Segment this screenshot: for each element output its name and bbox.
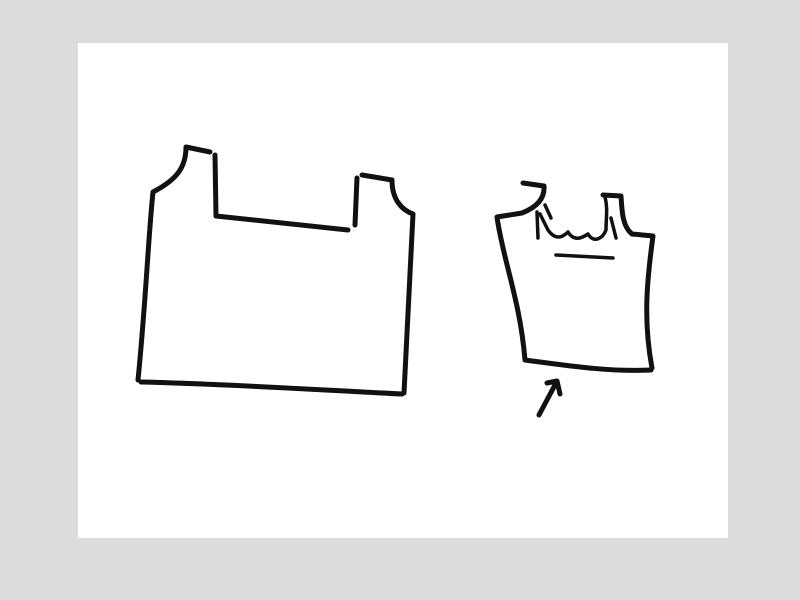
right-side-outline — [359, 172, 416, 396]
neckline-outline — [212, 152, 360, 233]
finished-tank-top-icon — [494, 180, 656, 373]
arrow-head — [544, 378, 563, 397]
paper-sheet — [78, 43, 728, 538]
arrow-up-right-icon — [536, 378, 563, 418]
small-right-side-and-strap — [600, 192, 656, 371]
arrow-shaft — [536, 380, 559, 418]
unfinished-tank-top-icon — [135, 144, 416, 397]
ruffle-neckline — [538, 195, 609, 241]
left-side-outline — [135, 144, 213, 383]
ruffle-left-edge — [535, 210, 540, 240]
small-left-strap-and-side — [494, 180, 547, 363]
small-bottom-hem — [522, 357, 654, 373]
bottom-hem-line — [138, 379, 405, 397]
ruffle-right-edge — [609, 216, 618, 240]
bodice-seam-line — [554, 253, 615, 260]
